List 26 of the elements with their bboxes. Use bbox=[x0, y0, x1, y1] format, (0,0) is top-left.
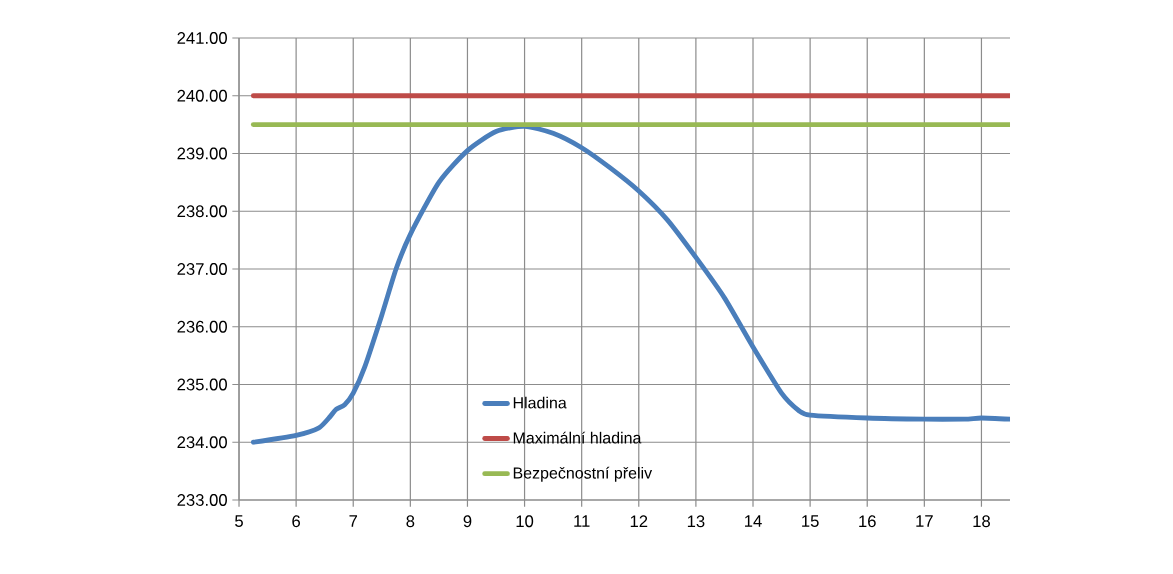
x-tick-label: 12 bbox=[630, 515, 648, 527]
x-tick-label: 5 bbox=[235, 515, 243, 527]
x-tick-label: 17 bbox=[916, 515, 933, 527]
x-tick-label: 9 bbox=[463, 515, 472, 528]
x-tick-label: 18 bbox=[973, 515, 990, 528]
y-tick-label: 233.00 bbox=[177, 494, 227, 506]
y-tick-label: 236.00 bbox=[177, 320, 227, 333]
y-tick-label: 237.00 bbox=[177, 263, 227, 275]
y-tick-label: 235.00 bbox=[177, 378, 227, 391]
legend-label: Bezpečnostní přeliv bbox=[513, 466, 653, 482]
x-tick-label: 6 bbox=[292, 515, 301, 528]
y-tick-label: 240.00 bbox=[177, 89, 227, 102]
y-tick-label: 239.00 bbox=[177, 147, 227, 160]
y-tick-label: 241.00 bbox=[177, 32, 227, 44]
legend-label: Hladina bbox=[513, 396, 567, 409]
x-tick-label: 15 bbox=[802, 515, 819, 527]
x-tick-label: 14 bbox=[745, 515, 762, 527]
x-tick-label: 7 bbox=[349, 515, 358, 527]
x-tick-label: 10 bbox=[516, 515, 534, 528]
x-tick-label: 8 bbox=[406, 515, 415, 528]
legend-label: Maximální hladina bbox=[513, 431, 642, 444]
x-tick-label: 13 bbox=[687, 515, 705, 528]
x-tick-label: 11 bbox=[574, 515, 590, 527]
x-tick-label: 16 bbox=[859, 515, 876, 528]
y-tick-label: 234.00 bbox=[177, 436, 227, 449]
y-tick-label: 238.00 bbox=[177, 205, 227, 218]
